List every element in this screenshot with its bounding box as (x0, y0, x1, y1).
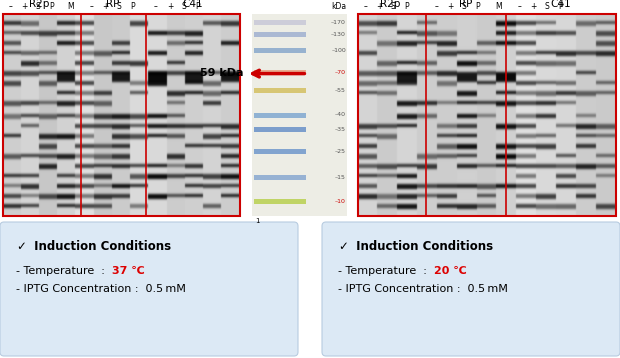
Text: kDa: kDa (331, 2, 346, 11)
Text: R2p: R2p (380, 0, 400, 9)
Text: Induction Conditions: Induction Conditions (30, 240, 171, 253)
Text: S: S (391, 2, 396, 11)
Text: –70: –70 (335, 70, 346, 75)
Bar (254, 199, 306, 204)
Bar (254, 70, 306, 75)
Bar (254, 127, 306, 132)
Text: +: + (167, 2, 173, 11)
Bar (254, 175, 306, 180)
Bar (254, 32, 306, 37)
Text: S: S (35, 2, 40, 11)
Text: +: + (530, 2, 536, 11)
Text: –15: –15 (335, 175, 346, 180)
Bar (254, 88, 306, 93)
Text: +: + (102, 2, 108, 11)
Text: 37 ℃: 37 ℃ (112, 266, 144, 276)
Text: –35: –35 (335, 127, 346, 132)
Text: 1: 1 (255, 218, 260, 224)
Text: –10: –10 (335, 199, 346, 204)
Text: –: – (364, 2, 368, 11)
Text: P: P (476, 2, 480, 11)
Text: S: S (462, 2, 466, 11)
Text: –40: –40 (335, 112, 346, 117)
Text: M: M (495, 2, 502, 11)
Text: - Temperature  :: - Temperature : (338, 266, 434, 276)
Text: –: – (154, 2, 158, 11)
Text: –55: –55 (335, 88, 346, 93)
Text: - IPTG Concentration :  0.5 mM: - IPTG Concentration : 0.5 mM (16, 284, 186, 294)
Bar (254, 48, 306, 53)
Text: C41: C41 (551, 0, 571, 9)
Text: M: M (68, 2, 74, 11)
FancyBboxPatch shape (322, 222, 620, 356)
Text: P: P (559, 2, 564, 11)
Bar (254, 149, 306, 154)
Text: C41: C41 (183, 0, 203, 9)
Text: –: – (90, 2, 94, 11)
Text: RP: RP (459, 0, 472, 9)
Text: R2p: R2p (29, 0, 49, 9)
Text: +: + (21, 2, 27, 11)
Text: S: S (544, 2, 549, 11)
Bar (358, 14, 616, 216)
Text: +: + (447, 2, 453, 11)
Text: –100: –100 (331, 48, 346, 53)
Text: ✓: ✓ (338, 240, 348, 253)
Text: P: P (405, 2, 409, 11)
Text: P: P (131, 2, 135, 11)
Text: S: S (117, 2, 122, 11)
Text: P: P (50, 2, 55, 11)
Text: –130: –130 (331, 32, 346, 37)
Bar (254, 20, 306, 25)
Text: –170: –170 (331, 20, 346, 25)
Text: +: + (376, 2, 382, 11)
Text: –: – (9, 2, 13, 11)
Text: - Temperature  :: - Temperature : (16, 266, 112, 276)
Text: ✓: ✓ (16, 240, 26, 253)
FancyBboxPatch shape (0, 222, 298, 356)
Bar (3, 14, 240, 216)
Text: Induction Conditions: Induction Conditions (352, 240, 493, 253)
Text: –25: –25 (335, 149, 346, 154)
Text: 20 ℃: 20 ℃ (434, 266, 467, 276)
Text: - IPTG Concentration :  0.5 mM: - IPTG Concentration : 0.5 mM (338, 284, 508, 294)
Text: 59 kDa: 59 kDa (200, 68, 244, 78)
Bar (254, 112, 306, 117)
Text: S: S (182, 2, 187, 11)
Text: –: – (518, 2, 522, 11)
Text: P: P (196, 2, 200, 11)
Text: –: – (435, 2, 439, 11)
Text: RP: RP (106, 0, 120, 9)
